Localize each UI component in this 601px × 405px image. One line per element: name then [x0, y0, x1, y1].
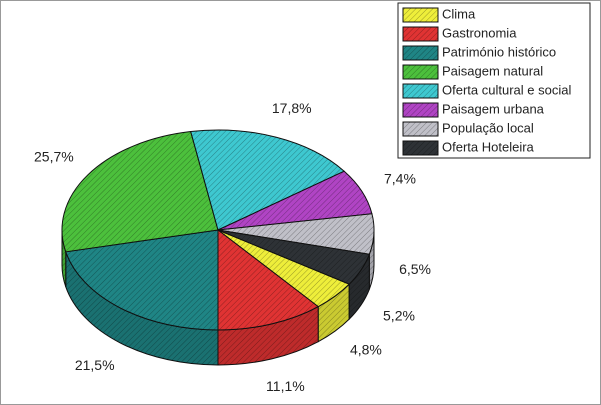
side-hatch [65, 251, 218, 365]
legend-label: População local [442, 120, 534, 135]
value-label: 7,4% [384, 171, 416, 187]
value-label: 21,5% [75, 357, 115, 373]
legend-label: Oferta cultural e social [442, 82, 571, 97]
legend-label: Gastronomia [442, 25, 517, 40]
value-label: 6,5% [399, 261, 431, 277]
slice-hatch [218, 171, 372, 230]
legend-label: Clima [442, 6, 476, 21]
legend-hatch [403, 46, 438, 60]
pie-tops [61, 129, 375, 331]
side-hatch [318, 284, 350, 342]
value-label: 5,2% [383, 307, 415, 323]
slice-hatch [61, 131, 218, 252]
legend-hatch [403, 84, 438, 98]
slice-hatch [218, 230, 350, 307]
value-label: 25,7% [34, 149, 74, 165]
legend-hatch [403, 141, 438, 155]
side-hatch [369, 230, 374, 290]
value-label: 11,1% [266, 378, 305, 394]
slice-hatch [218, 230, 319, 330]
slice-hatch [218, 230, 370, 285]
side-hatch [62, 230, 66, 287]
legend-label: Paisagem natural [442, 63, 543, 78]
legend-hatch [403, 27, 438, 41]
legend-label: Oferta Hoteleira [442, 139, 535, 154]
side-hatch [218, 306, 319, 365]
value-labels: 4,8% 11,1% 21,5% 25,7% 17,8% 7,4% 6,5% 5,2% [34, 100, 431, 394]
legend-hatch [403, 103, 438, 117]
legend-label: Património histórico [442, 44, 556, 59]
legend-hatch [403, 122, 438, 136]
legend: Clima Gastronomia Património histórico Pais… [402, 6, 571, 156]
legend-hatch [403, 65, 438, 79]
value-label: 4,8% [350, 342, 382, 358]
slice-hatch [65, 230, 218, 330]
slice-hatch [218, 213, 374, 255]
value-label: 17,8% [272, 100, 312, 116]
slice-hatch [190, 130, 345, 230]
side-hatch [349, 254, 370, 320]
legend-label: Paisagem urbana [442, 101, 545, 116]
legend-hatch [403, 8, 438, 22]
